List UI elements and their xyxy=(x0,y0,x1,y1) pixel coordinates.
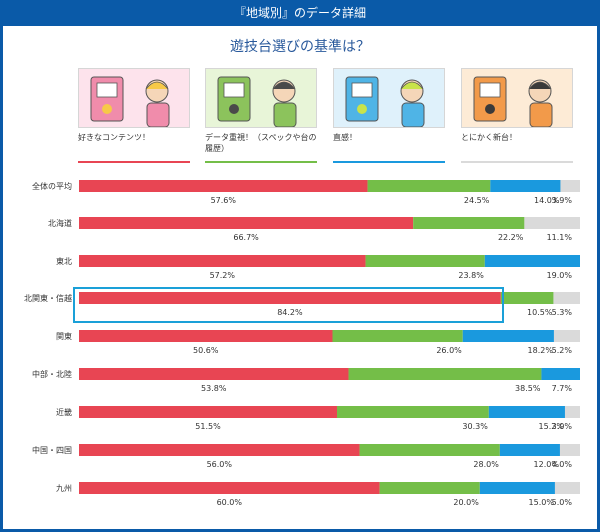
data-label: 53.8% xyxy=(201,384,227,393)
region-label: 中国・四国 xyxy=(32,446,72,455)
data-label: 28.0% xyxy=(473,460,499,469)
bar-segment xyxy=(553,292,580,304)
bar-segment xyxy=(564,406,580,418)
data-label: 57.6% xyxy=(211,196,237,205)
legend-swatch xyxy=(78,161,190,163)
legend-swatch xyxy=(205,161,317,163)
data-label: 10.5% xyxy=(527,308,553,317)
bar-segment xyxy=(79,217,414,229)
bar-segment xyxy=(348,368,542,380)
region-label: 九州 xyxy=(56,484,72,493)
region-label: 関東 xyxy=(56,332,72,341)
new-machine-person-icon xyxy=(461,68,573,128)
bar-segment xyxy=(479,482,555,494)
data-label: 24.5% xyxy=(464,196,490,205)
data-label: 50.6% xyxy=(193,346,219,355)
data-label: 56.0% xyxy=(207,460,233,469)
data-label: 15.2% xyxy=(539,422,565,431)
data-label: 4.0% xyxy=(552,460,573,469)
highlight-box xyxy=(73,287,504,323)
data-label: 30.3% xyxy=(462,422,488,431)
legend-swatch xyxy=(333,161,445,163)
data-label: 38.5% xyxy=(515,384,541,393)
intuition-person-icon xyxy=(333,68,445,128)
bar-segment xyxy=(332,330,463,342)
panel-header: 『地域別』のデータ詳細 xyxy=(0,0,600,26)
bar-segment xyxy=(553,330,580,342)
heart-person-icon xyxy=(78,68,190,128)
data-label: 5.2% xyxy=(552,346,573,355)
data-label: 11.1% xyxy=(547,233,573,242)
bar-segment xyxy=(79,180,368,192)
bar-segment xyxy=(488,406,565,418)
bar-segment xyxy=(359,444,500,456)
bar-segment xyxy=(79,482,380,494)
data-person-icon xyxy=(205,68,317,128)
data-label: 5.0% xyxy=(552,498,573,507)
legend-item: データ重視！（スペックや台の履歴） xyxy=(205,68,317,163)
bar-segment xyxy=(560,180,580,192)
bar-segment xyxy=(365,255,485,267)
data-label: 84.2% xyxy=(277,308,303,317)
bar-segment xyxy=(79,255,366,267)
bar-segment xyxy=(490,180,561,192)
legend-item: 直感！ xyxy=(333,68,445,163)
region-label: 北海道 xyxy=(48,219,72,228)
region-label: 全体の平均 xyxy=(32,182,72,191)
bar-segment xyxy=(499,444,560,456)
data-label: 23.8% xyxy=(458,271,484,280)
region-label: 近畿 xyxy=(56,408,72,417)
data-label: 14.0% xyxy=(534,196,560,205)
bar-segment xyxy=(541,368,580,380)
legend-label: とにかく新台！ xyxy=(461,133,517,142)
chart-title: 遊技台選びの基準は？ xyxy=(230,39,370,55)
legend-item: 好きなコンテンツ！ xyxy=(78,68,190,163)
data-label: 51.5% xyxy=(195,422,221,431)
bar-segment xyxy=(79,368,349,380)
legend-label: 直感！ xyxy=(333,133,357,142)
bar-segment xyxy=(524,217,580,229)
data-label: 18.2% xyxy=(528,346,554,355)
region-label: 東北 xyxy=(56,257,72,266)
data-label: 5.3% xyxy=(552,308,573,317)
bar-segment xyxy=(500,292,554,304)
data-label: 12.0% xyxy=(534,460,560,469)
data-label: 3.0% xyxy=(552,422,573,431)
bar-segment xyxy=(379,482,480,494)
data-label: 3.9% xyxy=(552,196,573,205)
bar-segment xyxy=(484,255,580,267)
legend-swatch xyxy=(461,161,573,163)
bar-segment xyxy=(367,180,491,192)
data-label: 57.2% xyxy=(210,271,236,280)
bar-segment xyxy=(559,444,580,456)
data-label: 22.2% xyxy=(498,233,524,242)
data-label: 7.7% xyxy=(552,384,573,393)
region-label: 北関東・信越 xyxy=(24,294,72,303)
data-label: 19.0% xyxy=(547,271,573,280)
data-label: 66.7% xyxy=(233,233,259,242)
bar-segment xyxy=(554,482,580,494)
bar-segment xyxy=(462,330,554,342)
legend-label: データ重視！（スペックや台の履歴） xyxy=(205,133,317,153)
region-label: 中部・北陸 xyxy=(32,370,72,379)
data-label: 26.0% xyxy=(436,346,462,355)
bar-segment xyxy=(79,292,501,304)
legend-item: とにかく新台！ xyxy=(461,68,573,163)
data-label: 60.0% xyxy=(217,498,243,507)
legend-label: 好きなコンテンツ！ xyxy=(78,133,150,142)
bar-segment xyxy=(79,444,360,456)
bar-segment xyxy=(79,330,333,342)
bar-segment xyxy=(337,406,489,418)
data-label: 20.0% xyxy=(453,498,479,507)
data-label: 15.0% xyxy=(529,498,555,507)
bar-segment xyxy=(79,406,338,418)
bar-segment xyxy=(413,217,525,229)
